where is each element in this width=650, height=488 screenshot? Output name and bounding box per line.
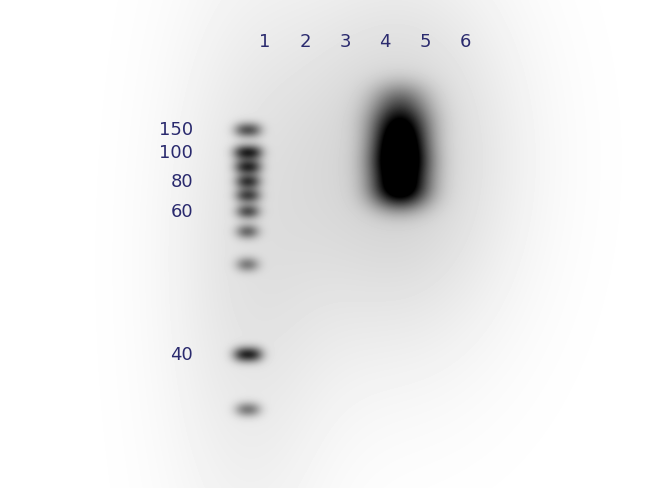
Text: 60: 60 xyxy=(170,203,193,221)
Text: 100: 100 xyxy=(159,144,193,162)
Text: 1: 1 xyxy=(259,33,270,51)
Text: 150: 150 xyxy=(159,121,193,139)
Text: 40: 40 xyxy=(170,346,193,364)
Text: 5: 5 xyxy=(419,33,431,51)
Text: 2: 2 xyxy=(299,33,311,51)
Text: 80: 80 xyxy=(170,173,193,191)
Text: 6: 6 xyxy=(460,33,471,51)
Text: 4: 4 xyxy=(379,33,391,51)
Text: 3: 3 xyxy=(339,33,351,51)
